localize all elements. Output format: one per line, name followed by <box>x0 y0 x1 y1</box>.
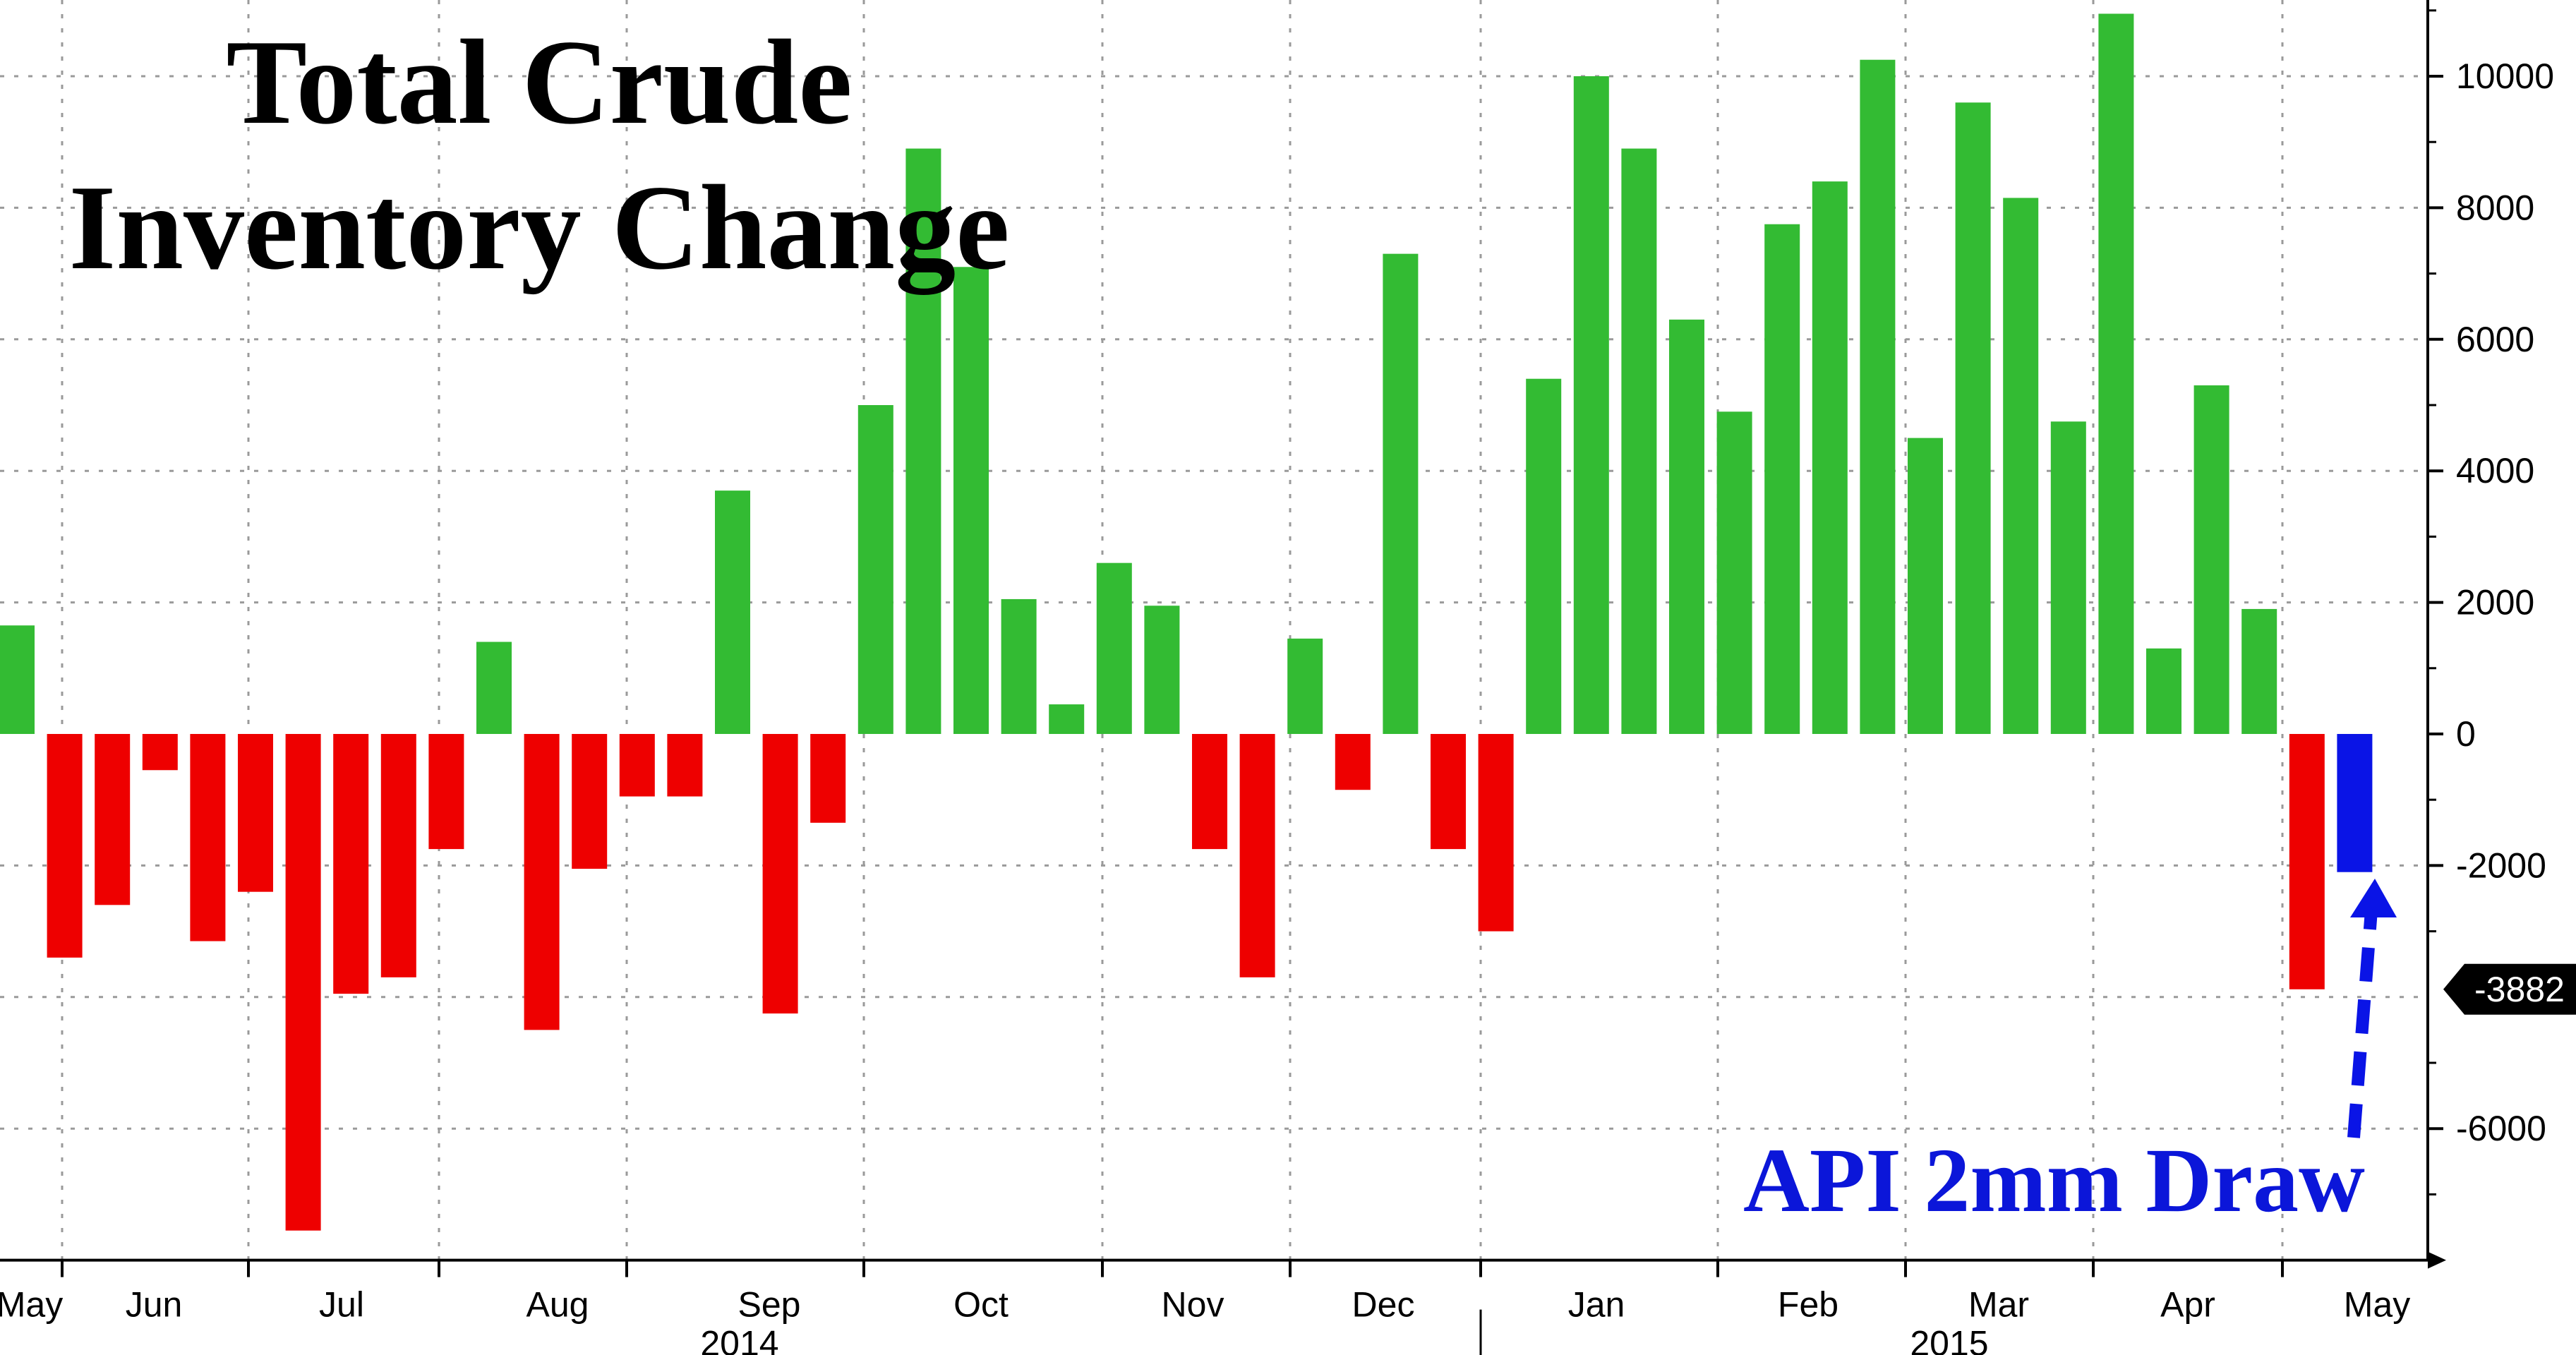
bar <box>1478 734 1514 932</box>
bar <box>95 734 131 905</box>
chart-title-line-1: Total Crude <box>226 16 853 150</box>
x-tick-label: Jul <box>319 1285 364 1325</box>
grid-lines <box>0 0 2428 1260</box>
chart-title-line-2: Inventory Change <box>68 161 1010 295</box>
x-tick-label: May <box>0 1285 63 1325</box>
bar <box>1908 438 1943 734</box>
x-year-label: 2015 <box>1910 1324 1988 1355</box>
bar <box>0 625 35 734</box>
api-draw-annotation: API 2mm Draw <box>1743 1130 2365 1231</box>
bar <box>190 734 226 941</box>
y-tick-label: 4000 <box>2456 451 2534 490</box>
y-tick-label: 0 <box>2456 714 2476 754</box>
x-tick-label: Apr <box>2160 1285 2215 1325</box>
bar <box>619 734 655 797</box>
bar <box>905 148 941 734</box>
bar <box>142 734 178 771</box>
x-tick-label: Dec <box>1352 1285 1415 1325</box>
x-year-label: 2014 <box>700 1324 778 1355</box>
chart-title: Total Crude Inventory Change <box>10 10 1069 301</box>
bar <box>1812 181 1848 734</box>
x-tick-label: Feb <box>1778 1285 1838 1325</box>
x-axis-arrow <box>2428 1251 2446 1269</box>
bar <box>285 734 321 1231</box>
bar <box>810 734 846 823</box>
last-value-marker <box>2443 963 2576 1015</box>
bar <box>1764 224 1800 734</box>
bar <box>1669 319 1704 735</box>
bar <box>1526 378 1562 734</box>
bar <box>1573 76 1609 734</box>
bar <box>1192 734 1227 850</box>
bar <box>47 734 83 958</box>
bar <box>380 734 416 977</box>
bar <box>715 490 750 734</box>
x-tick-label: Nov <box>1162 1285 1224 1325</box>
bar <box>1049 704 1085 734</box>
x-tick-label: Oct <box>953 1285 1009 1325</box>
bar <box>524 734 560 1030</box>
bar <box>1001 598 1037 734</box>
bar <box>1239 734 1275 977</box>
x-tick-label: May <box>2344 1285 2410 1325</box>
api-bar <box>2337 734 2373 872</box>
bar <box>476 642 512 734</box>
bar <box>238 734 273 892</box>
y-tick-label: 8000 <box>2456 188 2534 227</box>
x-tick-label: Jun <box>126 1285 183 1325</box>
bar <box>1144 606 1180 734</box>
bar <box>333 734 369 994</box>
x-tick-label: Jan <box>1568 1285 1625 1325</box>
bar <box>1287 638 1323 734</box>
bar <box>1431 734 1466 850</box>
bar <box>667 734 703 797</box>
bar <box>2241 608 2277 734</box>
arrow-head <box>2350 879 2397 917</box>
y-tick-label: 6000 <box>2456 320 2534 359</box>
bar <box>1621 148 1657 734</box>
bar <box>857 405 893 734</box>
bar <box>428 734 464 850</box>
bar <box>1716 411 1752 734</box>
bar <box>2003 198 2039 734</box>
bar <box>1383 253 1419 734</box>
bars <box>0 13 2373 1231</box>
bar <box>2050 421 2086 734</box>
bar <box>572 734 608 869</box>
y-tick-label: 2000 <box>2456 583 2534 622</box>
x-tick-label: Mar <box>1968 1285 2029 1325</box>
x-tick-label: Sep <box>738 1285 801 1325</box>
bar <box>2146 648 2181 734</box>
arrow-shaft <box>2347 910 2378 1138</box>
y-tick-label: -2000 <box>2456 845 2546 885</box>
bar <box>1335 734 1371 790</box>
y-tick-label: 10000 <box>2456 56 2554 96</box>
x-tick-label: Aug <box>526 1285 589 1325</box>
bar <box>2193 385 2229 734</box>
bar <box>953 267 989 734</box>
last-value-label: -3882 <box>2474 970 2565 1009</box>
bar <box>2289 734 2325 989</box>
bar <box>762 734 798 1014</box>
annotation-arrow <box>2347 879 2397 1138</box>
bar <box>1860 59 1896 734</box>
bar <box>1096 562 1132 734</box>
y-tick-label: -6000 <box>2456 1109 2546 1148</box>
bar <box>1955 102 1991 734</box>
bar <box>2098 13 2134 734</box>
